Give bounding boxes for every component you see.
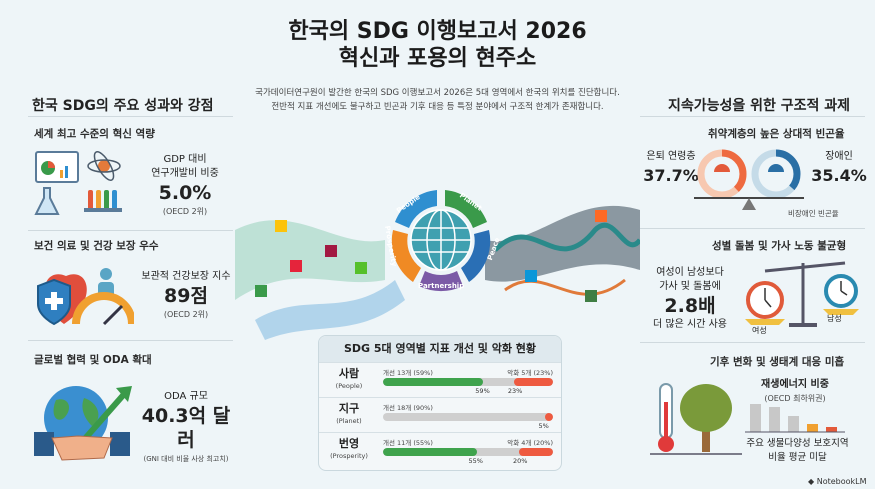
health-stat: 보관적 건강보장 지수 89점 (OECD 2위)	[141, 271, 231, 319]
renewable-label: 재생에너지 비중 (OECD 최하위권)	[761, 379, 829, 403]
section-title: 세계 최고 수준의 혁신 역량	[34, 128, 155, 140]
sdg-flow-illustration	[235, 205, 640, 340]
care-stat: 여성이 남성보다 가사 및 돌봄에 2.8배 더 많은 시간 사용	[653, 267, 727, 330]
improve-bar	[383, 448, 477, 456]
divider	[28, 230, 233, 231]
section-title: 기후 변화 및 생태계 대응 미흡	[710, 356, 845, 368]
right-heading: 지속가능성을 위한 구조적 과제	[668, 98, 851, 114]
divider	[640, 342, 865, 343]
oda-stat: ODA 규모 40.3억 달러 (GNI 대비 비율 사상 최고치)	[141, 391, 231, 463]
chart-row: 지구 (Planet) 개선 18개 (90%) 5%	[319, 397, 561, 432]
section-title: 보건 의료 및 건강 보장 우수	[34, 240, 159, 252]
worsen-bar	[519, 448, 553, 456]
worsen-label: 악화 4개 (20%)	[507, 439, 553, 447]
chart-title: SDG 5대 영역별 지표 개선 및 악화 현황	[319, 336, 561, 362]
divider	[28, 116, 233, 117]
clock-scale-icon	[745, 261, 859, 327]
divider	[640, 116, 865, 117]
bar-track	[383, 378, 553, 386]
health-icon	[37, 268, 134, 326]
biodiversity-note: 주요 생물다양성 보호지역 비율 평균 미달	[746, 438, 849, 463]
sdg-wheel	[391, 190, 491, 292]
worsen-label: 악화 5개 (23%)	[507, 369, 553, 377]
bar-track	[383, 448, 553, 456]
improve-bar	[383, 378, 484, 386]
worsen-pct: 5%	[538, 422, 549, 430]
worsen-pct: 23%	[507, 387, 523, 395]
thermometer-tree-icon	[650, 383, 742, 455]
research-icon	[34, 151, 122, 215]
worsen-bar	[513, 378, 553, 386]
section-title: 취약계층의 높은 상대적 빈곤율	[708, 128, 845, 140]
intro-text: 국가데이터연구원이 발간한 한국의 SDG 이행보고서 2026은 5대 영역에…	[255, 88, 620, 112]
chart-row: 번영 (Prosperity) 개선 11개 (55%) 악화 4개 (20%) …	[319, 432, 561, 467]
female-label: 여성	[752, 326, 767, 335]
bar-track	[383, 413, 553, 421]
section-title: 성별 돌봄 및 가사 노동 불균형	[712, 240, 847, 252]
poverty-note: 비장애인 빈곤율	[788, 209, 839, 218]
poverty-donuts-scale	[694, 149, 804, 210]
divider	[28, 340, 233, 341]
wheel-label-partnership: Partnership	[418, 282, 465, 290]
row-label: 지구 (Planet)	[336, 402, 362, 425]
improve-label: 개선 18개 (90%)	[383, 404, 433, 412]
improve-pct: 55%	[468, 457, 483, 465]
globe-handshake-icon	[34, 386, 132, 461]
renewable-bar-chart	[745, 404, 845, 433]
divider	[640, 228, 865, 229]
disabled-poverty-stat: 장애인 35.4%	[811, 151, 867, 185]
chart-row: 사람 (People) 개선 13개 (59%) 악화 5개 (23%) 59% …	[319, 362, 561, 397]
worsen-pct: 20%	[513, 457, 528, 465]
row-label: 번영 (Prosperity)	[330, 437, 368, 460]
indicator-chart: SDG 5대 영역별 지표 개선 및 악화 현황 사람 (People) 개선 1…	[318, 335, 562, 471]
rnd-stat: GDP 대비 연구개발비 비중 5.0% (OECD 2위)	[151, 154, 219, 216]
improve-label: 개선 13개 (59%)	[383, 369, 433, 377]
improve-pct: 59%	[475, 387, 490, 395]
notebooklm-logo: ◆ NotebookLM	[808, 477, 867, 486]
left-heading: 한국 SDG의 주요 성과와 강점	[32, 98, 214, 114]
row-label: 사람 (People)	[335, 367, 363, 390]
improve-label: 개선 11개 (55%)	[383, 439, 433, 447]
male-label: 남성	[827, 314, 842, 323]
section-title: 글로벌 협력 및 ODA 확대	[34, 354, 152, 366]
page-title: 한국의 SDG 이행보고서 2026 혁신과 포용의 현주소	[288, 19, 587, 71]
worsen-bar	[544, 413, 553, 421]
retired-poverty-stat: 은퇴 연령층 37.7%	[643, 151, 699, 185]
